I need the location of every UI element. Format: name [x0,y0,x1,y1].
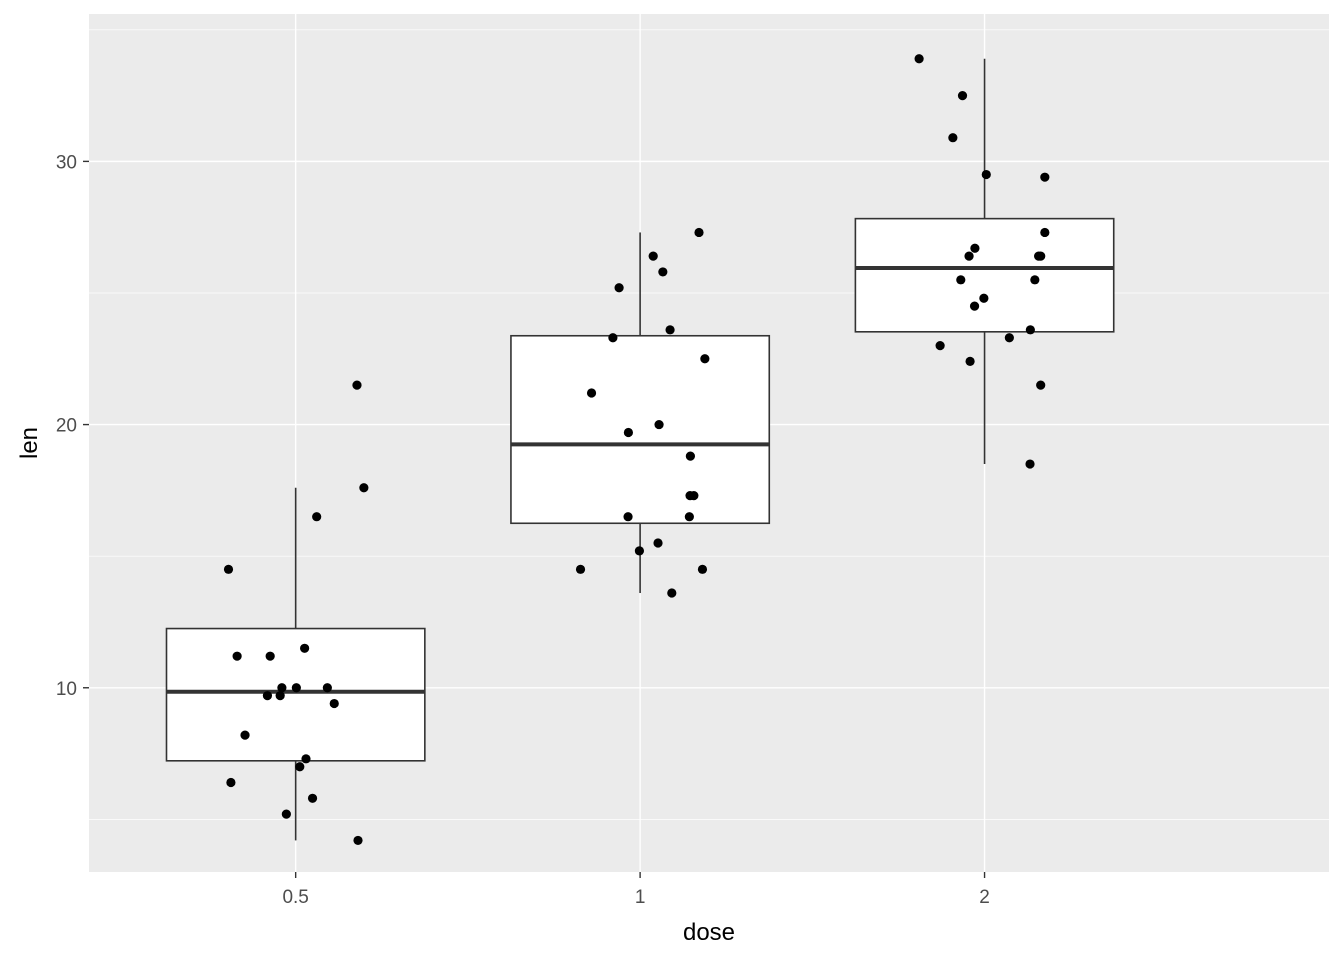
data-point [948,133,958,143]
data-point [281,809,291,819]
data-point [623,512,633,522]
data-point [262,691,273,701]
data-point [957,90,968,101]
data-point [329,698,339,709]
data-point [265,651,275,661]
data-point [232,651,242,661]
data-point [275,691,285,701]
data-point [981,169,991,180]
y-tick-label: 20 [56,416,77,437]
data-point [226,777,236,788]
data-point [979,293,989,303]
data-point [684,512,694,522]
data-point [353,835,363,846]
x-tick-label: 2 [979,887,990,908]
data-point [1040,172,1050,182]
data-point [300,643,310,653]
data-point [1030,275,1040,285]
data-point [634,546,645,556]
y-tick-label: 30 [56,152,77,173]
box-iqr [510,334,771,525]
data-point [240,730,250,740]
data-point [914,54,924,64]
x-tick-labels: 0.5 1 2 [282,887,989,908]
data-point [322,683,332,693]
data-point [307,793,318,803]
data-point [1040,227,1050,238]
data-point [1036,251,1046,261]
data-point [697,564,708,574]
x-axis-title: dose [683,919,735,946]
data-point [956,275,966,285]
data-point [689,491,699,501]
y-tick-label: 10 [56,679,77,700]
data-point [653,538,663,548]
data-point [1004,333,1014,343]
data-point [295,762,305,772]
box-iqr [165,627,426,762]
data-point [685,451,696,461]
data-point [965,356,975,367]
data-point [291,683,301,693]
y-tick-labels: 10 20 30 [56,152,77,699]
data-point [969,301,980,311]
data-point [352,380,362,390]
data-point [614,283,624,293]
data-point [658,267,668,277]
data-point [277,683,287,693]
data-point [301,754,311,764]
data-point [964,251,974,261]
data-point [359,483,369,493]
boxes-layer [165,58,1115,841]
x-tick-label: 0.5 [282,887,308,908]
data-point [935,341,945,351]
points-layer [223,54,1050,846]
data-point [1025,325,1035,335]
data-point [700,354,710,364]
data-point [970,243,980,253]
data-point [667,588,677,598]
x-tick-label: 1 [635,887,646,908]
data-point [1036,380,1046,390]
data-point [623,427,634,438]
data-point [575,564,586,574]
data-point [665,325,675,335]
data-point [694,227,704,238]
data-point [648,251,658,261]
data-point [223,564,234,574]
data-point [1025,459,1035,469]
data-point [586,388,597,398]
data-point [654,419,664,430]
box-iqr [854,217,1115,333]
data-point [608,333,618,343]
axis-ticks [83,160,986,878]
y-axis-title: len [16,427,43,459]
data-point [312,512,322,522]
